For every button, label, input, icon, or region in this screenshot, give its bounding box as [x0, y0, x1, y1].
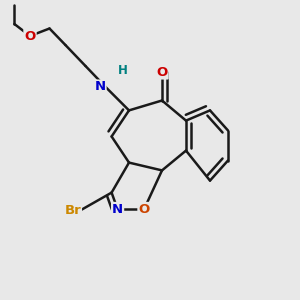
Text: N: N: [112, 203, 123, 216]
Text: O: O: [138, 203, 150, 216]
Text: Br: Br: [64, 203, 81, 217]
Text: O: O: [24, 29, 36, 43]
Text: O: O: [156, 65, 168, 79]
Text: N: N: [94, 80, 106, 94]
Text: H: H: [118, 64, 128, 77]
